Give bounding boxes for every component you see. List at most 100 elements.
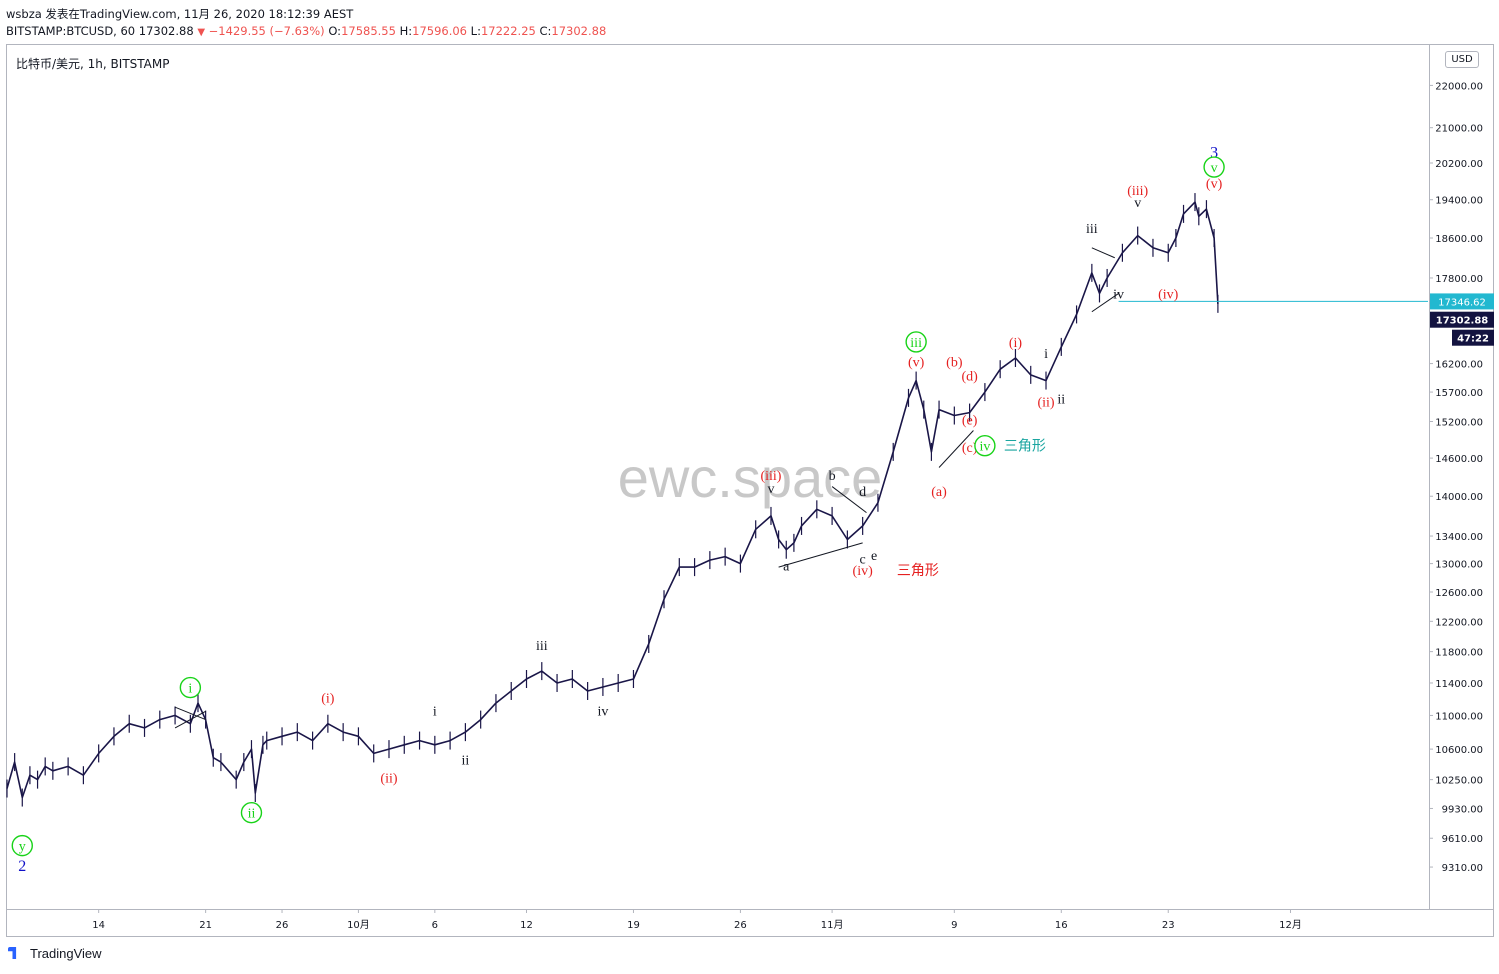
watermark: ewc.space (618, 446, 883, 509)
wave-label: 3 (1210, 145, 1218, 162)
wave-label: (c) (962, 441, 978, 456)
wave-label: e (871, 549, 877, 564)
wave-label: iii (910, 336, 922, 351)
last-price-label: 17302.88 (1436, 316, 1489, 327)
price-tick-label: 12200.00 (1435, 617, 1483, 628)
wave-label: 三角形 (1004, 439, 1046, 455)
chart-pane[interactable] (6, 44, 1430, 910)
close-value: 17302.88 (551, 24, 607, 38)
triangle-line (1091, 247, 1115, 259)
countdown-label: 47:22 (1457, 334, 1489, 345)
wave-circle (179, 676, 202, 699)
wave-circle (11, 834, 33, 857)
wave-label: i (433, 704, 437, 719)
high-label: H: (399, 24, 413, 38)
price-series-line (6, 201, 1219, 799)
time-tick-label: 21 (199, 920, 212, 931)
wave-label: (ii) (1037, 396, 1054, 411)
symbol-interval: BITSTAMP:BTCUSD, 60 (6, 24, 136, 38)
price-tick-label: 10600.00 (1435, 745, 1483, 756)
wave-label: ii (461, 754, 469, 769)
price-tick-label: 13400.00 (1435, 532, 1483, 543)
down-triangle-icon: ▼ (197, 27, 206, 38)
wave-label: (v) (1206, 177, 1223, 192)
price-tick-label: 11800.00 (1435, 648, 1483, 659)
low-label: L: (470, 24, 481, 38)
wave-label: (b) (946, 355, 963, 370)
marker-price-label: 17346.62 (1438, 297, 1486, 308)
wave-label: iv (979, 440, 990, 455)
wave-label: i (188, 682, 192, 697)
time-tick-label: 6 (432, 920, 438, 931)
wave-label: i (1044, 347, 1048, 362)
open-label: O: (328, 24, 342, 38)
trendline (174, 706, 206, 721)
price-tick-label: 17800.00 (1435, 274, 1483, 285)
wave-label: v (767, 482, 774, 497)
wave-label: (v) (908, 355, 925, 370)
time-tick-label: 11月 (821, 919, 844, 931)
wave-label: (iv) (853, 564, 874, 579)
price-tick-label: 10250.00 (1435, 776, 1483, 787)
wave-circle (905, 331, 927, 353)
wave-label: (iii) (760, 469, 781, 484)
last-price: 17302.88 (138, 24, 194, 38)
price-tick-label: 12600.00 (1435, 588, 1483, 599)
open-value: 17585.55 (341, 24, 396, 38)
price-tick-label: 9930.00 (1442, 804, 1483, 815)
tradingview-logo-icon (8, 947, 17, 959)
price-change: −1429.55 (−7.63%) (208, 24, 325, 38)
wave-label: ii (1057, 393, 1065, 408)
ohlc-legend: BITSTAMP:BTCUSD, 60 17302.88 ▼ −1429.55 … (6, 24, 606, 38)
price-tick-label: 14600.00 (1435, 454, 1483, 465)
wave-label: (e) (962, 413, 978, 428)
low-value: 17222.25 (480, 24, 536, 38)
price-tick-label: 21000.00 (1435, 124, 1483, 135)
time-tick-label: 26 (734, 920, 747, 931)
wave-label: (iii) (1127, 184, 1148, 199)
wave-label: b (829, 469, 836, 484)
price-tick-label: 15700.00 (1435, 388, 1483, 399)
price-tick-label: 19400.00 (1435, 196, 1483, 207)
currency-badge[interactable]: USD (1445, 51, 1479, 68)
tradingview-logo[interactable]: TradingView (8, 946, 102, 961)
price-tick-label: 15200.00 (1435, 417, 1483, 428)
wave-label: v (1134, 196, 1141, 211)
wave-label: 2 (18, 858, 26, 875)
price-tick-label: 9310.00 (1442, 863, 1483, 874)
high-value: 17596.06 (412, 24, 467, 38)
wave-circle (1203, 156, 1225, 178)
close-label: C: (539, 24, 552, 38)
wave-label: (d) (961, 370, 978, 385)
time-tick-label: 9 (951, 920, 957, 931)
price-tick-label: 14000.00 (1435, 492, 1483, 503)
trendline (174, 710, 206, 729)
wave-label: (a) (931, 485, 947, 500)
wave-label: (i) (1009, 336, 1023, 351)
wave-label: v (1211, 161, 1218, 176)
wave-label: (i) (321, 691, 335, 706)
chart-title: 比特币/美元, 1h, BITSTAMP (16, 57, 170, 71)
price-tick-label: 13000.00 (1435, 560, 1483, 571)
time-tick-label: 26 (276, 920, 289, 931)
price-tick-label: 22000.00 (1435, 81, 1483, 92)
wave-circle (974, 434, 996, 457)
wave-label: iii (536, 639, 548, 654)
wave-label: a (783, 560, 790, 575)
marker-price-tag (1430, 293, 1494, 310)
last-price-tag (1430, 311, 1494, 328)
price-tick-label: 16200.00 (1435, 360, 1483, 371)
triangle-line (1091, 292, 1119, 313)
time-tick-label: 23 (1162, 920, 1175, 931)
price-scale[interactable] (1429, 44, 1494, 910)
time-scale[interactable] (6, 909, 1494, 937)
wave-label: iv (1113, 288, 1124, 303)
countdown-tag (1452, 329, 1494, 346)
time-tick-label: 19 (627, 920, 640, 931)
brand-label: TradingView (30, 946, 102, 961)
price-tick-label: 9610.00 (1442, 834, 1483, 845)
triangle-line (938, 430, 974, 468)
triangle-line (831, 486, 867, 514)
publish-info: wsbza 发表在TradingView.com, 11月 26, 2020 1… (6, 7, 354, 21)
